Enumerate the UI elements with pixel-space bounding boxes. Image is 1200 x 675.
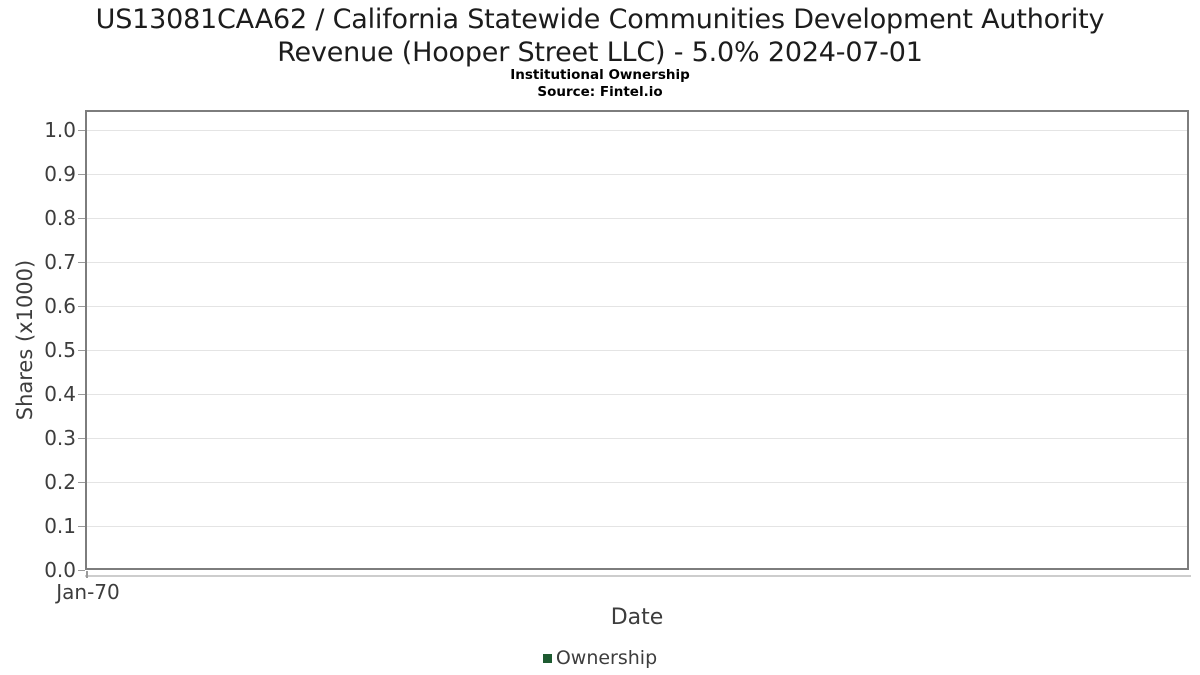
chart-subtitle: Institutional Ownership — [510, 67, 690, 83]
x-tick-mark — [86, 571, 88, 578]
chart-source: Source: Fintel.io — [537, 84, 663, 100]
y-tick-label: 0.6 — [44, 294, 76, 318]
y-tick-label: 0.4 — [44, 382, 76, 406]
gridline — [87, 526, 1187, 527]
x-axis-line — [85, 575, 1191, 577]
y-tick-label: 0.3 — [44, 426, 76, 450]
gridline — [87, 306, 1187, 307]
y-tick-mark — [78, 261, 85, 263]
legend-label: Ownership — [555, 647, 658, 669]
y-tick-mark — [78, 481, 85, 483]
y-tick-label: 0.2 — [44, 470, 76, 494]
gridline — [87, 130, 1187, 131]
y-tick-mark — [78, 393, 85, 395]
x-axis-title: Date — [610, 605, 664, 630]
y-tick-label: 0.7 — [44, 250, 76, 274]
y-tick-label: 0.9 — [44, 162, 76, 186]
gridline — [87, 262, 1187, 263]
y-tick-mark — [78, 217, 85, 219]
gridline — [87, 350, 1187, 351]
page-title: US13081CAA62 / California Statewide Comm… — [95, 4, 1105, 35]
legend-swatch-icon — [542, 653, 552, 663]
page-title-line2: Revenue (Hooper Street LLC) - 5.0% 2024-… — [277, 37, 923, 68]
gridline — [87, 438, 1187, 439]
gridline — [87, 482, 1187, 483]
y-tick-mark — [78, 129, 85, 131]
gridline — [87, 394, 1187, 395]
legend: Ownership — [0, 645, 1200, 671]
plot-area — [85, 110, 1189, 570]
y-tick-mark — [78, 437, 85, 439]
y-tick-label: 1.0 — [44, 118, 76, 142]
y-tick-mark — [78, 569, 85, 571]
y-tick-label: 0.8 — [44, 206, 76, 230]
y-tick-mark — [78, 349, 85, 351]
y-tick-mark — [78, 305, 85, 307]
y-tick-label: 0.1 — [44, 514, 76, 538]
gridline — [87, 218, 1187, 219]
y-tick-label: 0.5 — [44, 338, 76, 362]
y-tick-label: 0.0 — [44, 558, 76, 582]
x-tick-label: Jan-70 — [56, 580, 120, 604]
y-tick-mark — [78, 173, 85, 175]
y-tick-mark — [78, 525, 85, 527]
gridline — [87, 174, 1187, 175]
